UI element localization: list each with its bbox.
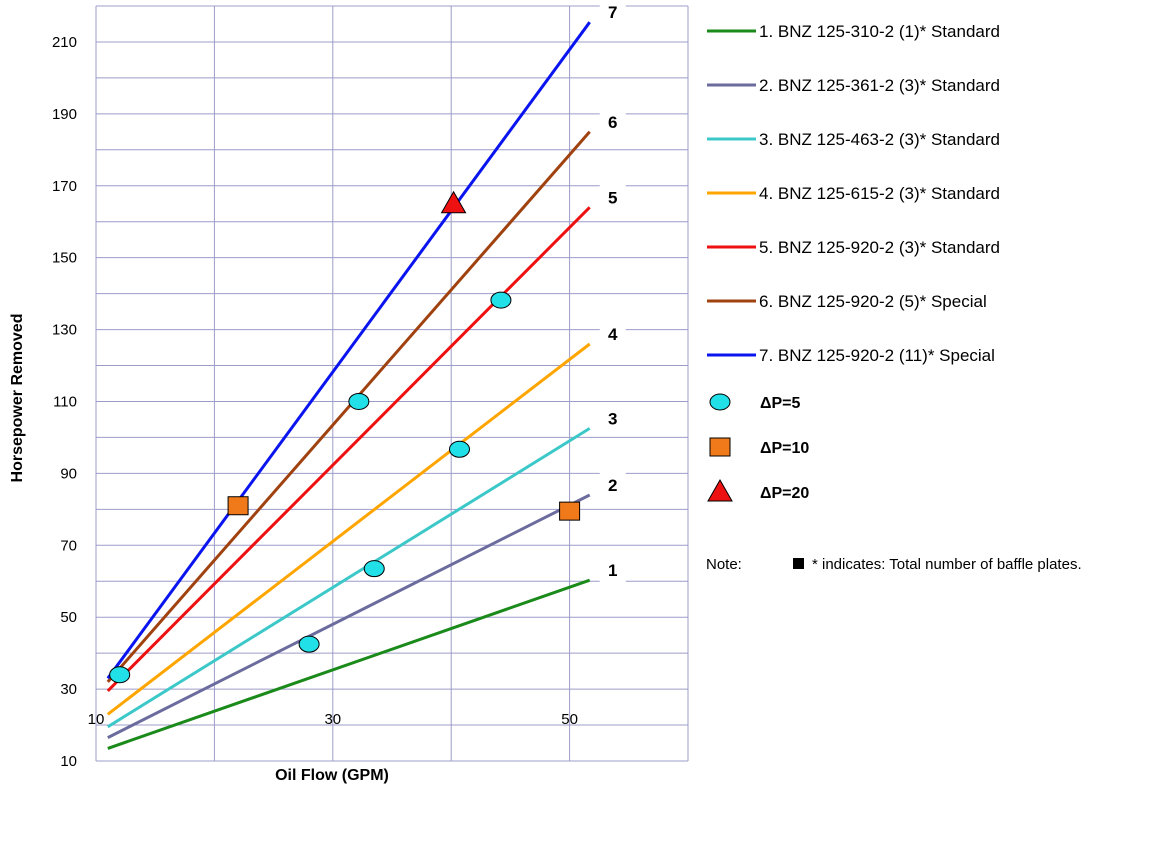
series-line-2 <box>107 493 591 739</box>
series-label-7: 7 <box>608 3 617 22</box>
legend-marker-dp20 <box>707 478 733 502</box>
marker-dp5 <box>448 440 470 458</box>
series-label-5: 5 <box>608 188 617 207</box>
y-tick-label: 150 <box>52 250 77 267</box>
series-line-1 <box>107 578 591 750</box>
y-tick-label: 30 <box>60 681 77 698</box>
note-square-icon <box>793 558 804 569</box>
legend: 1. BNZ 125-310-2 (1)* Standard 2. BNZ 125… <box>707 22 1000 502</box>
y-tick-label: 190 <box>52 106 77 123</box>
legend-marker-label: ΔP=20 <box>760 485 809 502</box>
series-label-6: 6 <box>608 113 617 132</box>
y-tick-label: 110 <box>53 393 77 410</box>
y-tick-label: 170 <box>52 178 77 195</box>
y-tick-label: 10 <box>60 753 77 770</box>
series-label-3: 3 <box>608 409 617 428</box>
marker-dp5 <box>348 392 370 410</box>
legend-entry-6: 6. BNZ 125-920-2 (5)* Special <box>759 292 987 311</box>
y-tick-label: 210 <box>52 34 77 51</box>
line-number-labels: 1 2 3 4 5 6 7 <box>599 0 626 583</box>
y-tick-label: 70 <box>60 537 77 554</box>
y-tick-label: 130 <box>52 322 77 339</box>
marker-dp5 <box>109 666 131 684</box>
legend-entry-2: 2. BNZ 125-361-2 (3)* Standard <box>759 76 1000 95</box>
legend-entry-4: 4. BNZ 125-615-2 (3)* Standard <box>759 184 1000 203</box>
legend-marker-dp10 <box>709 437 731 457</box>
series-label-bg <box>599 404 626 431</box>
x-tick-label: 50 <box>561 711 578 728</box>
legend-entry-5: 5. BNZ 125-920-2 (3)* Standard <box>759 238 1000 257</box>
series-label-4: 4 <box>608 325 618 344</box>
series-label-bg <box>599 556 626 583</box>
marker-dp5 <box>298 635 320 653</box>
series-label-1: 1 <box>608 561 617 580</box>
series-lines <box>106 21 591 750</box>
legend-marker-label: ΔP=5 <box>760 395 801 412</box>
series-label-bg <box>599 0 626 25</box>
series-line-3 <box>107 427 591 729</box>
legend-marker-label: ΔP=10 <box>760 440 809 457</box>
legend-entry-1: 1. BNZ 125-310-2 (1)* Standard <box>759 22 1000 41</box>
data-markers <box>109 190 581 684</box>
note-text: * indicates: Total number of baffle plat… <box>812 556 1082 573</box>
marker-dp20 <box>440 190 467 214</box>
series-line-4 <box>106 342 591 716</box>
marker-dp10 <box>227 496 249 516</box>
y-tick-label: 90 <box>60 465 77 482</box>
legend-entry-3: 3. BNZ 125-463-2 (3)* Standard <box>759 130 1000 149</box>
marker-dp5 <box>363 560 385 578</box>
y-axis-title: Horsepower Removed <box>9 314 26 483</box>
x-tick-label: 30 <box>324 711 341 728</box>
series-label-bg <box>599 319 626 346</box>
series-label-bg <box>599 107 626 134</box>
series-label-bg <box>599 470 626 497</box>
marker-dp5 <box>490 291 512 309</box>
series-label-2: 2 <box>608 476 617 495</box>
series-line-5 <box>106 206 591 692</box>
legend-marker-dp5 <box>709 393 731 411</box>
x-axis-title: Oil Flow (GPM) <box>275 767 389 784</box>
series-line-6 <box>106 130 591 683</box>
y-tick-label: 50 <box>60 609 77 626</box>
series-line-7 <box>106 21 591 680</box>
axis-ticks: 10 30 50 70 90 110 130 150 170 190 210 10 30 50 <box>52 34 578 770</box>
series-label-bg <box>599 183 626 210</box>
note-label: Note: <box>706 556 742 573</box>
legend-entry-7: 7. BNZ 125-920-2 (11)* Special <box>759 346 995 365</box>
x-tick-label: 10 <box>88 711 105 728</box>
marker-dp10 <box>559 501 581 521</box>
